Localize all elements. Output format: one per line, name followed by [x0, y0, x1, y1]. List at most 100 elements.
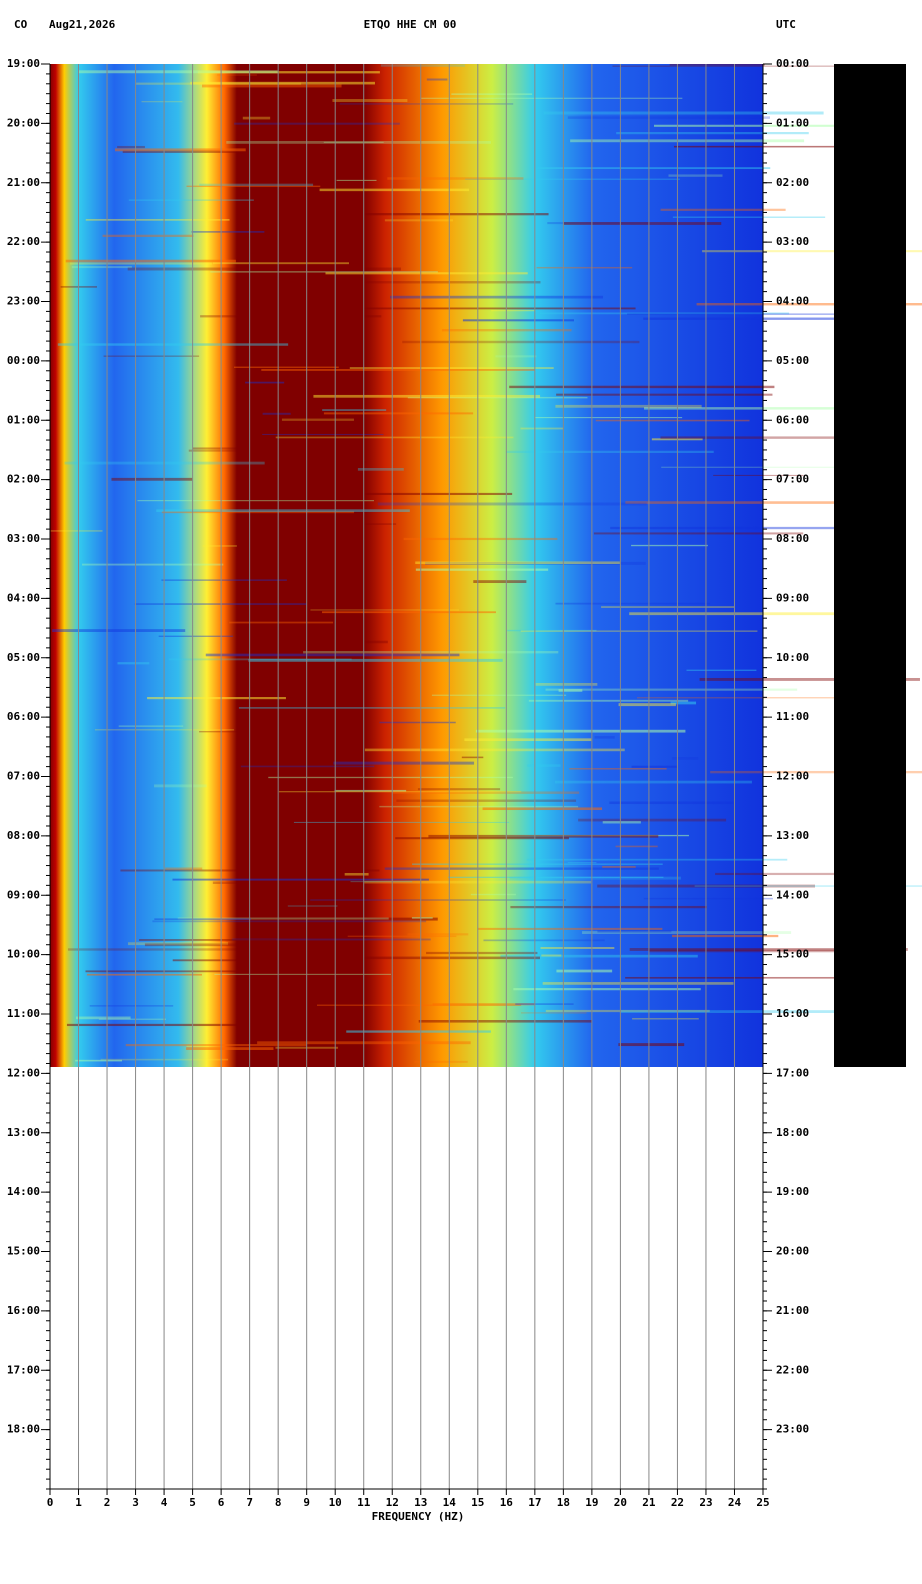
texture-streak [117, 662, 150, 665]
x-tick-label: 13 [414, 1496, 427, 1509]
texture-streak [510, 905, 707, 909]
y2-tick-label: 08:00 [776, 532, 809, 545]
texture-streak [569, 768, 667, 770]
y-tick-label: 15:00 [7, 1245, 40, 1258]
texture-streak [323, 141, 384, 143]
y-tick-label: 09:00 [7, 888, 40, 901]
date: Aug21,2026 [49, 18, 116, 31]
y2-tick-label: 22:00 [776, 1363, 809, 1376]
texture-streak [629, 612, 888, 616]
texture-streak [520, 427, 564, 430]
texture-streak [694, 885, 922, 887]
texture-streak [715, 872, 894, 876]
texture-streak [702, 250, 922, 253]
texture-streak [152, 920, 427, 923]
texture-streak [197, 71, 380, 74]
texture-streak [205, 653, 460, 657]
texture-streak [199, 183, 314, 186]
texture-streak [71, 266, 132, 269]
texture-streak [89, 1005, 174, 1007]
texture-streak [217, 74, 257, 76]
texture-streak [322, 213, 549, 216]
texture-streak [248, 492, 513, 496]
texture-streak [414, 1060, 468, 1063]
texture-streak [644, 407, 849, 410]
texture-streak [336, 179, 377, 181]
x-axis-label: FREQUENCY (HZ) [372, 1510, 465, 1523]
y-tick-label: 00:00 [7, 354, 40, 367]
texture-streak [545, 1009, 710, 1013]
network: CO [14, 18, 28, 31]
y2-tick-label: 11:00 [776, 710, 809, 723]
texture-streak [379, 721, 456, 724]
texture-streak [567, 116, 771, 119]
texture-streak [248, 658, 503, 662]
texture-streak [545, 688, 798, 691]
y2-tick-label: 00:00 [776, 57, 809, 70]
texture-streak [464, 738, 592, 742]
texture-streak [242, 116, 271, 120]
texture-streak [520, 630, 758, 632]
y2-tick-label: 15:00 [776, 948, 809, 961]
texture-streak [670, 701, 697, 705]
texture-streak [212, 262, 349, 265]
x-tick-label: 25 [756, 1496, 769, 1509]
y2-tick-label: 19:00 [776, 1185, 809, 1198]
texture-streak [417, 788, 501, 791]
texture-streak [70, 262, 213, 265]
texture-streak [293, 821, 510, 823]
texture-streak [513, 988, 701, 991]
texture-streak [141, 101, 183, 103]
texture-streak [540, 947, 615, 949]
texture-streak [186, 185, 321, 188]
texture-streak [139, 939, 277, 941]
texture-streak [67, 948, 283, 951]
texture-streak [402, 340, 640, 344]
texture-streak [660, 208, 786, 211]
texture-streak [539, 312, 790, 315]
texture-streak [262, 433, 384, 435]
texture-streak [202, 84, 342, 88]
texture-streak [462, 319, 574, 322]
texture-streak [232, 938, 431, 941]
texture-streak [504, 834, 689, 837]
texture-streak [403, 537, 558, 541]
texture-streak [660, 436, 845, 439]
texture-streak [556, 393, 773, 396]
texture-streak [118, 725, 184, 727]
texture-streak [310, 899, 566, 901]
texture-streak [593, 532, 804, 535]
texture-streak [75, 1059, 123, 1062]
texture-streak [192, 447, 240, 450]
y-tick-label: 11:00 [7, 1007, 40, 1020]
texture-streak [541, 954, 562, 957]
texture-streak [115, 148, 246, 152]
y2-tick-label: 14:00 [776, 888, 809, 901]
x-tick-label: 4 [161, 1496, 168, 1509]
texture-streak [310, 609, 459, 611]
texture-streak [477, 927, 663, 930]
y2-tick-label: 06:00 [776, 413, 809, 426]
texture-streak [699, 677, 920, 681]
texture-streak [127, 267, 401, 271]
y2-tick-label: 10:00 [776, 651, 809, 664]
x-tick-label: 8 [275, 1496, 282, 1509]
texture-streak [357, 468, 404, 471]
texture-streak [364, 748, 625, 752]
texture-streak [426, 951, 538, 955]
texture-streak [323, 412, 474, 415]
y2-tick-label: 18:00 [776, 1126, 809, 1139]
texture-streak [252, 523, 397, 525]
texture-streak [165, 867, 203, 870]
texture-streak [147, 696, 286, 700]
texture-streak [672, 216, 826, 218]
texture-streak [612, 65, 859, 67]
texture-streak [543, 111, 824, 115]
texture-streak [322, 611, 496, 614]
texture-streak [77, 70, 278, 74]
texture-streak [314, 640, 388, 644]
texture-streak [536, 266, 633, 269]
x-tick-label: 17 [528, 1496, 541, 1509]
texture-streak [313, 956, 540, 960]
y2-tick-label: 02:00 [776, 176, 809, 189]
